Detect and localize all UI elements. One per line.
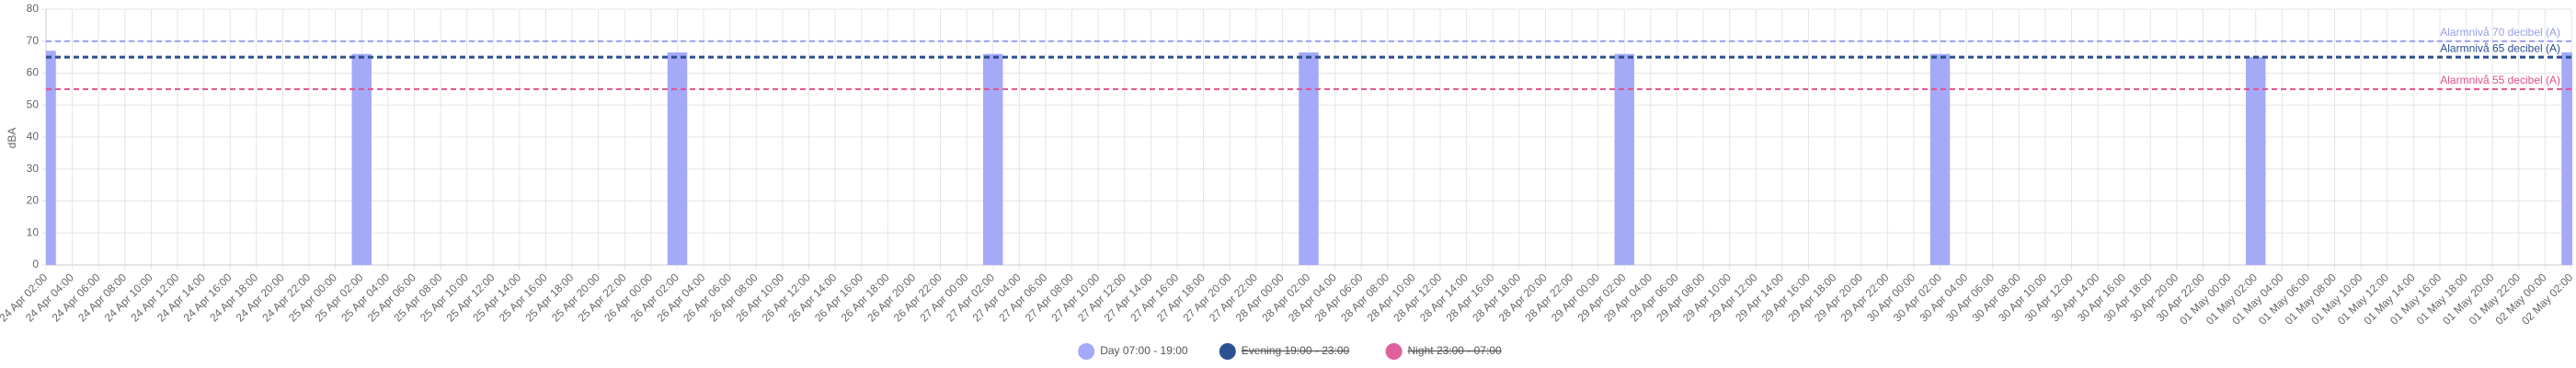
y-tick-label: 10 [27, 225, 40, 238]
bar [351, 53, 372, 266]
y-tick-label: 30 [27, 162, 40, 175]
legend-marker[interactable] [1219, 343, 1236, 360]
legend-marker[interactable] [1078, 343, 1095, 360]
bar [46, 51, 56, 265]
bar [983, 53, 1003, 266]
legend-marker[interactable] [1385, 343, 1402, 360]
y-tick-label: 40 [27, 130, 40, 143]
y-tick-label: 20 [27, 194, 40, 207]
bar [1299, 52, 1319, 265]
threshold-label: Alarmnivå 70 decibel (A) [2440, 26, 2560, 39]
bar [2246, 57, 2266, 265]
legend-label[interactable]: Day 07:00 - 19:00 [1100, 344, 1188, 357]
y-tick-label: 60 [27, 66, 40, 79]
bar [1929, 53, 1951, 266]
threshold-label: Alarmnivå 65 decibel (A) [2440, 41, 2560, 54]
y-axis-title: dBA [6, 128, 18, 149]
bar [1614, 53, 1634, 266]
legend-label[interactable]: Evening 19:00 - 23:00 [1242, 344, 1350, 357]
legend-label[interactable]: Night 23:00 - 07:00 [1408, 344, 1502, 357]
bar [2561, 52, 2572, 265]
bar [667, 52, 688, 265]
threshold-label: Alarmnivå 55 decibel (A) [2440, 74, 2560, 86]
plot-area [46, 51, 2572, 266]
y-tick-label: 0 [32, 258, 39, 270]
y-tick-label: 80 [27, 2, 40, 15]
y-tick-label: 50 [27, 98, 40, 110]
y-tick-label: 70 [27, 34, 40, 47]
